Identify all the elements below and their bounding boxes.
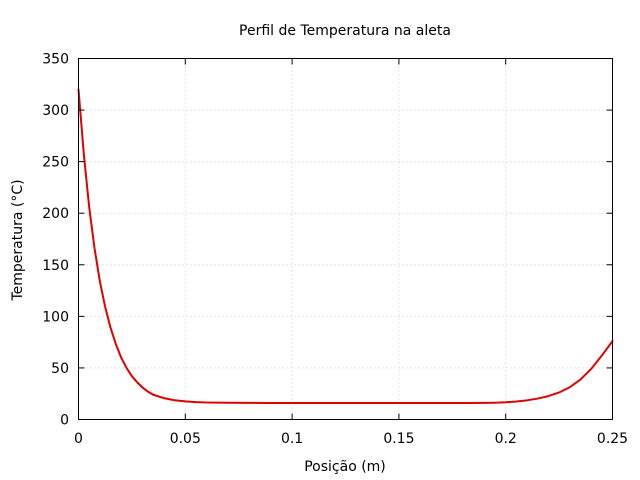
grid [78,58,613,420]
y-tick-label: 0 [60,413,69,429]
y-tick-labels: 0 50 100 150 200 250 300 350 [42,52,69,429]
series-layer [77,88,614,404]
y-axis-title: Temperatura (°C) [10,179,26,301]
temperature-line [77,88,614,404]
y-tick-label: 100 [42,309,69,325]
x-tick-label: 0.2 [495,431,517,447]
chart-title: Perfil de Temperatura na aleta [239,23,451,39]
x-tick-label: 0.15 [383,431,414,447]
y-tick-label: 200 [42,206,69,222]
x-tick-label: 0 [74,431,83,447]
x-tick-label: 0.1 [281,431,303,447]
x-tick-labels: 0 0.05 0.1 0.15 0.2 0.25 [74,431,628,447]
x-axis-title: Posição (m) [304,459,386,475]
ticks [78,58,613,420]
y-tick-label: 300 [42,103,69,119]
y-tick-label: 50 [51,361,69,377]
y-tick-label: 250 [42,155,69,171]
y-tick-label: 150 [42,258,69,274]
y-tick-label: 350 [42,52,69,68]
x-tick-label: 0.25 [597,431,628,447]
x-tick-label: 0.05 [170,431,201,447]
plot-frame [78,58,613,420]
